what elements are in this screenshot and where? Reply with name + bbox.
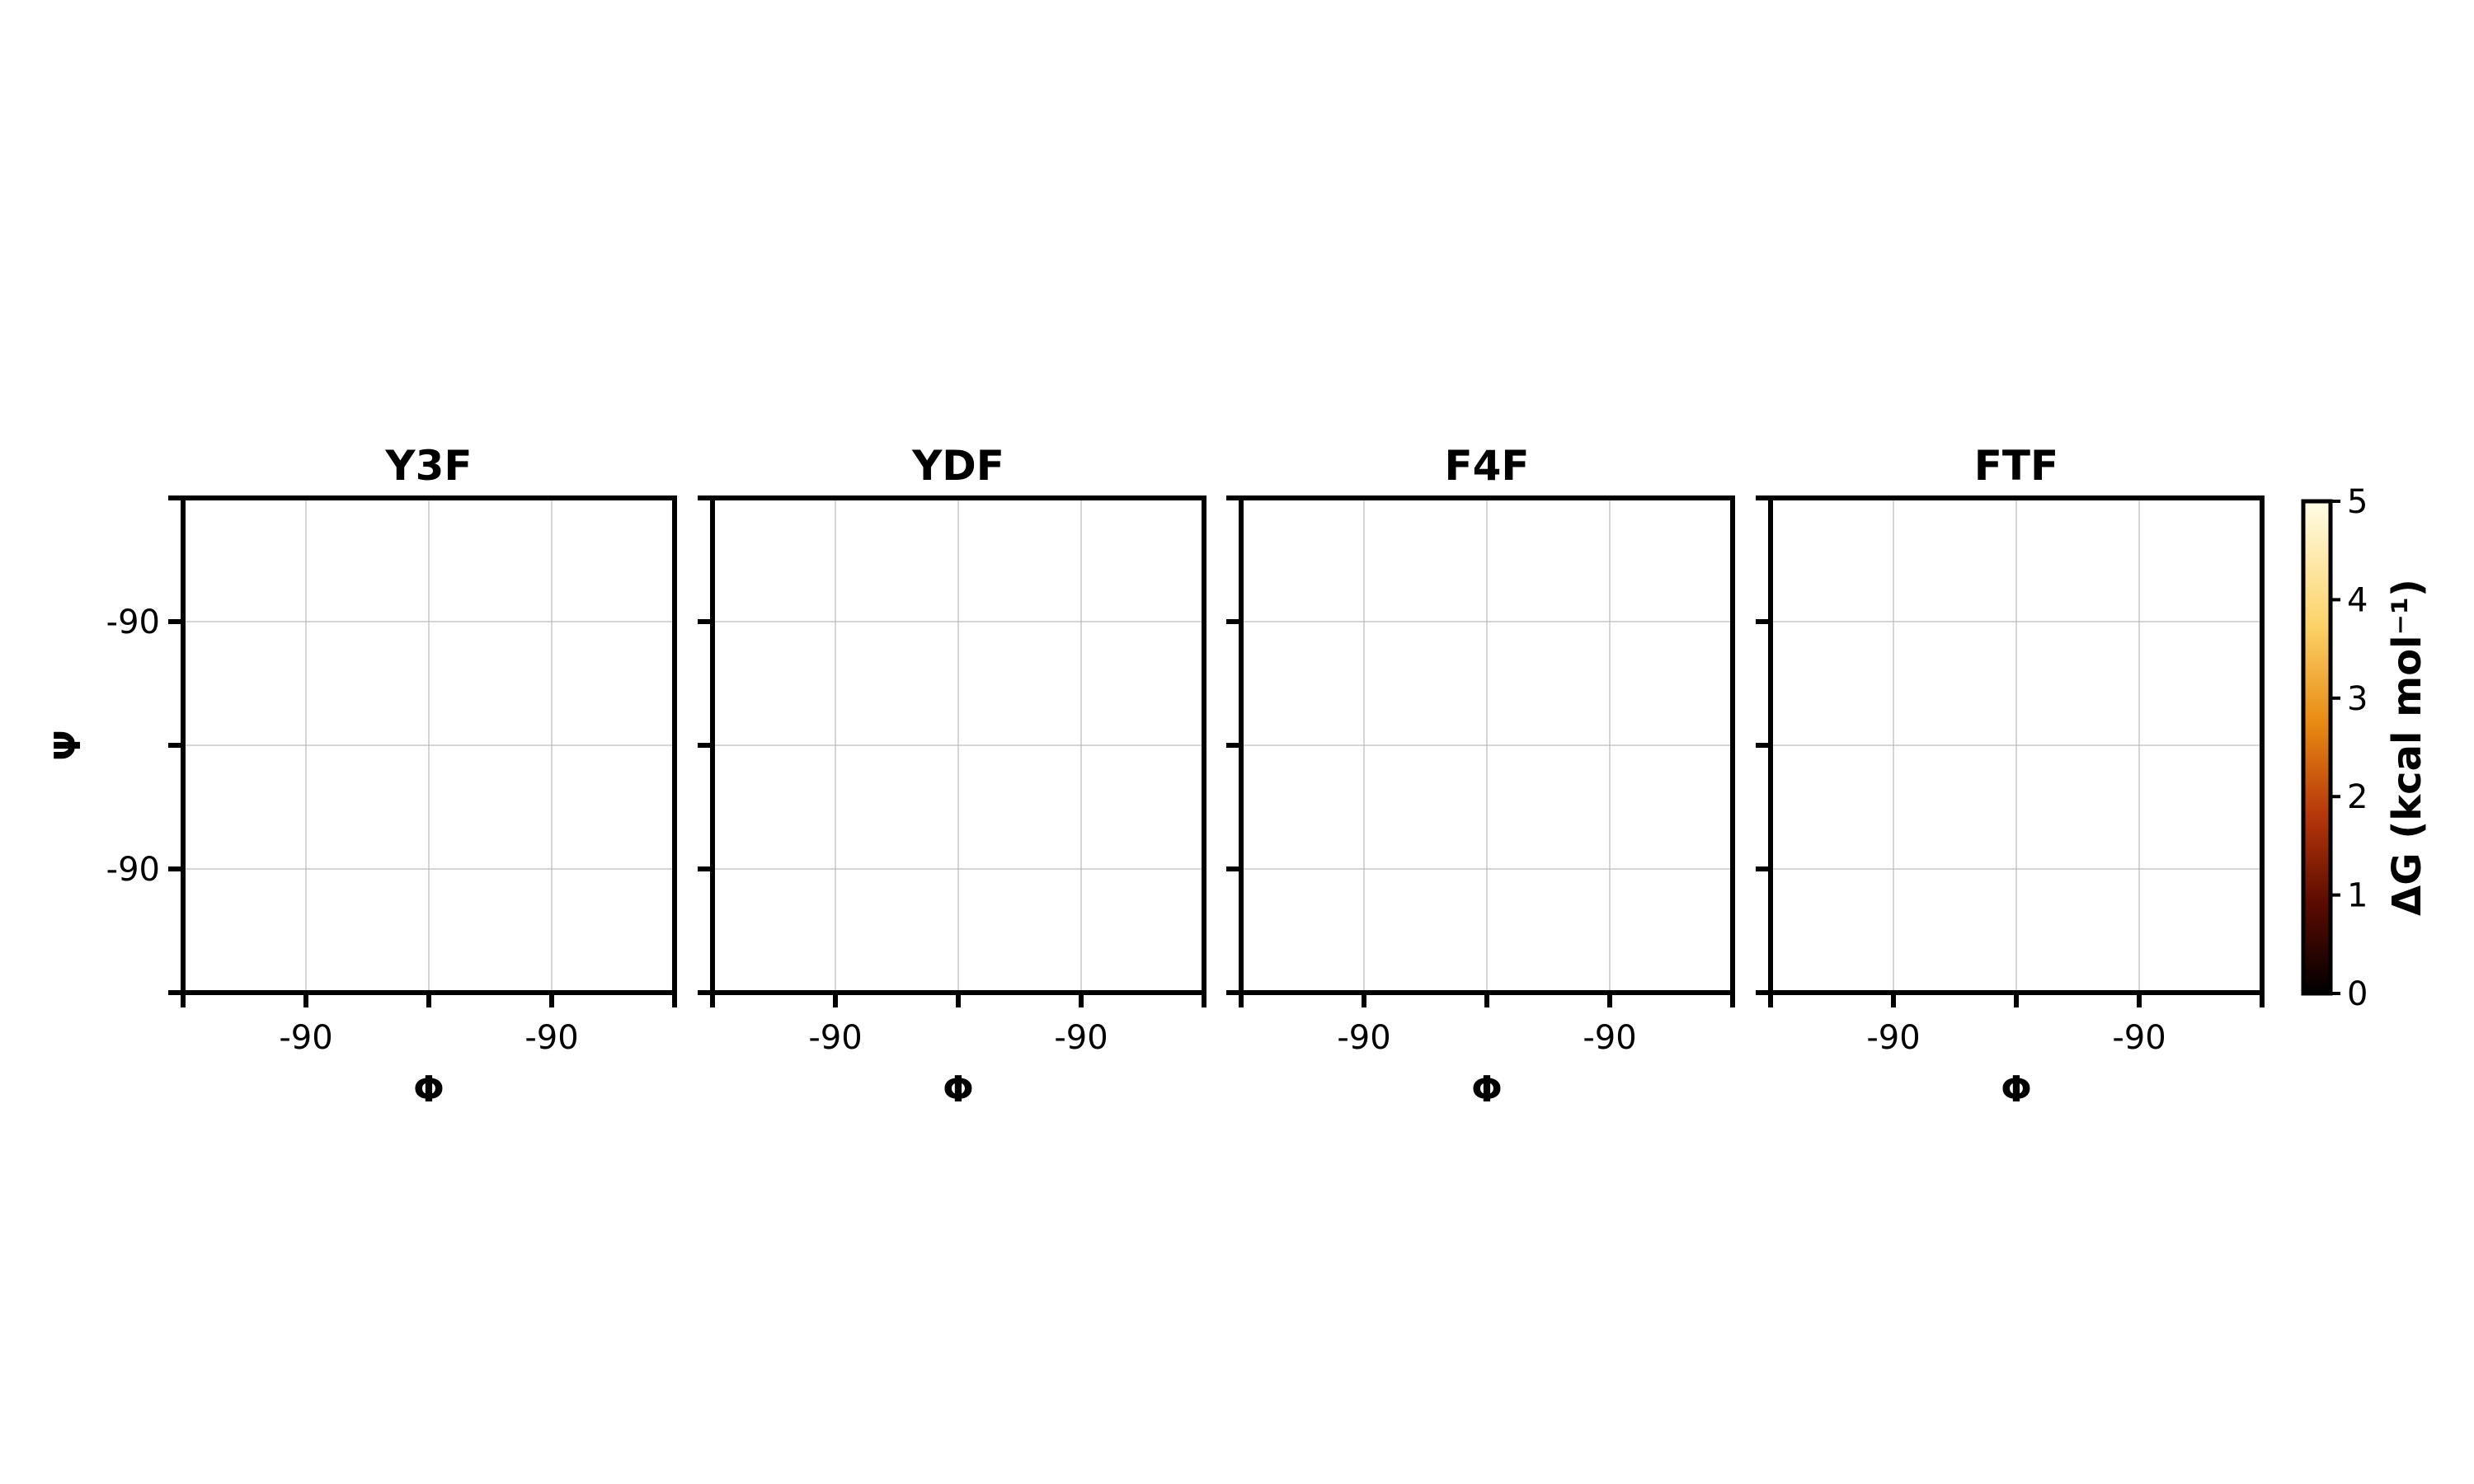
x-tick-label: -90 [808, 1019, 862, 1057]
y-tick-label: -90 [106, 603, 160, 641]
panel-ydf: YDF -90 -90 Φ [698, 442, 1206, 1111]
x-axis-label: Φ [943, 1068, 973, 1111]
colorbar-gradient [2303, 501, 2331, 993]
colorbar-tick-label: 3 [2347, 680, 2368, 718]
panel-title: F4F [1444, 442, 1529, 490]
colorbar-tick-label: 2 [2347, 778, 2368, 816]
x-tick-label: -90 [2112, 1019, 2166, 1057]
colorbar-tick-label: 0 [2347, 975, 2368, 1013]
y-tick-label: -90 [106, 851, 160, 889]
panel-f4f: F4F -90 -90 Φ [1226, 442, 1735, 1111]
x-tick-label: -90 [1583, 1019, 1636, 1057]
x-tick-label: -90 [1866, 1019, 1920, 1057]
panel-ftf: FTF -90 -90 Φ [1756, 442, 2265, 1111]
x-axis-label: Φ [413, 1068, 444, 1111]
colorbar-tick-label: 5 [2347, 483, 2368, 521]
x-tick-label: -90 [1054, 1019, 1108, 1057]
panel-title: FTF [1974, 442, 2058, 490]
panel-title: Y3F [384, 442, 472, 490]
colorbar-tick-label: 4 [2347, 581, 2368, 619]
x-axis-label: Φ [2001, 1068, 2031, 1111]
colorbar-tick-label: 1 [2347, 877, 2368, 915]
x-tick-label: -90 [524, 1019, 578, 1057]
colorbar-label: ΔG (kcal mol⁻¹) [2384, 579, 2430, 916]
colorbar-frame [2301, 499, 2333, 996]
colorbar: 0 1 2 3 4 5 ΔG (kcal mol⁻¹) [2301, 483, 2430, 1013]
x-tick-label: -90 [279, 1019, 332, 1057]
panel-y3f: Y3F -90 -90 -90 -90 Φ Ψ [47, 442, 677, 1111]
panel-title: YDF [911, 442, 1004, 490]
x-axis-label: Φ [1471, 1068, 1502, 1111]
y-axis-label: Ψ [47, 730, 89, 760]
x-tick-label: -90 [1337, 1019, 1390, 1057]
